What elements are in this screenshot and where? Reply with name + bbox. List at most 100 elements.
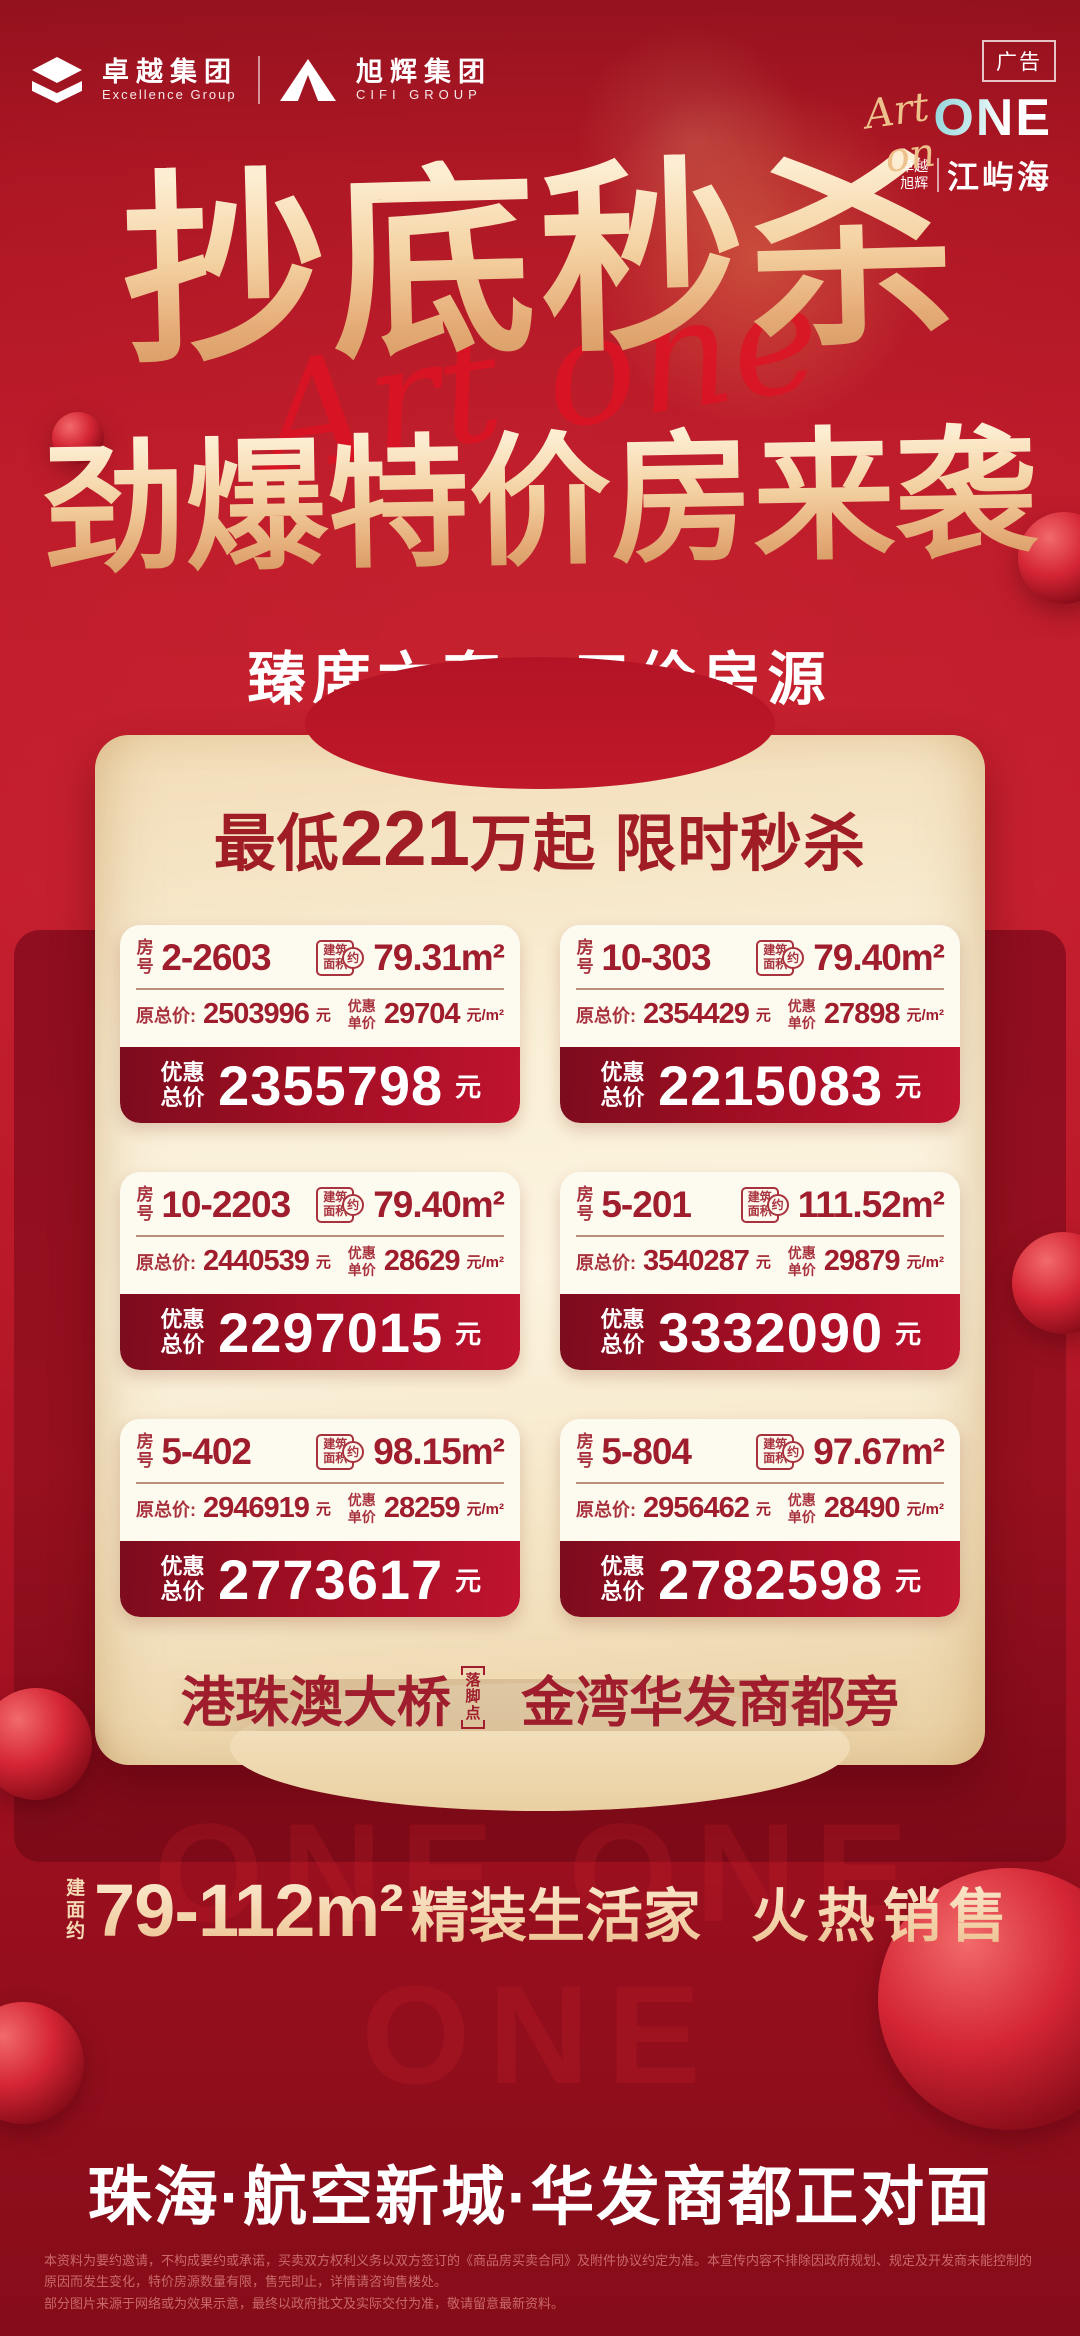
orig-price-value: 2503996: [203, 998, 310, 1030]
excellence-group-name: 卓越集团: [102, 56, 238, 87]
unit-price-label: 优惠单价: [347, 1245, 376, 1278]
promo-text-1: 精装生活家: [411, 1869, 701, 1953]
excellence-group-logo-text: 卓越集团 Excellence Group: [102, 56, 238, 103]
cifi-group-subtitle: CIFI GROUP: [356, 87, 482, 103]
room-label: 房号: [136, 1185, 154, 1223]
area-stamp-text: 建筑面积: [763, 943, 788, 971]
total-value: 2782598: [658, 1547, 884, 1611]
total-label: 优惠总价: [160, 1553, 205, 1604]
unit-price-value: 28259: [383, 1492, 461, 1524]
area-value: 79.40m²: [373, 1184, 505, 1225]
area-stamp-text: 建筑面积: [323, 1190, 348, 1218]
unit-price-label: 优惠单价: [787, 1492, 816, 1525]
area-stamp-icon: 建筑面积约: [756, 940, 805, 976]
area-stamp-icon: 建筑面积约: [316, 1434, 365, 1470]
brand-one-wordmark: ONE: [933, 89, 1052, 147]
total-label: 优惠总价: [160, 1059, 205, 1110]
area-stamp-icon: 建筑面积约: [316, 940, 365, 976]
promo-prefix: 建面约: [66, 1877, 86, 1943]
approx-circle-icon: 约: [342, 1441, 365, 1463]
unit-price-value: 28490: [823, 1492, 901, 1524]
discount-total-band: 优惠总价 2355798 元: [120, 1047, 520, 1123]
discount-total-band: 优惠总价 2773617 元: [120, 1541, 520, 1617]
room-label: 房号: [136, 1432, 154, 1470]
yuan-suffix: 元: [455, 1071, 482, 1102]
room-number: 10-303: [601, 937, 711, 978]
orig-price-value: 3540287: [643, 1245, 750, 1277]
room-number: 10-2203: [161, 1184, 291, 1225]
total-label: 优惠总价: [600, 1553, 645, 1604]
property-grid: 房号 2-2603 建筑面积约 79.31m² 原总价: 2503996 元 优惠单价 2…: [120, 925, 960, 1617]
orig-price-value: 2354429: [643, 998, 750, 1030]
location-line: 港珠澳大桥 落脚点 金湾华发商都旁: [95, 1658, 985, 1737]
property-box-2: 房号 10-303 建筑面积约 79.40m² 原总价: 2354429 元 优惠单价 2…: [560, 925, 960, 1123]
orig-price-label: 原总价:: [576, 1005, 636, 1026]
total-value: 2773617: [218, 1547, 444, 1611]
yuan-suffix: 元: [315, 1254, 331, 1271]
price-card: 最低221万起 限时秒杀 房号 2-2603 建筑面积约 79.31m² 原总价: 2…: [95, 657, 985, 1811]
unit-price-label: 优惠单价: [347, 1492, 376, 1525]
project-brand: Art on ONE 卓越旭辉 江屿海: [862, 84, 1052, 198]
unit-suffix: 元/m²: [466, 1501, 504, 1518]
yuan-suffix: 元: [315, 1501, 331, 1518]
excellence-group-subtitle: Excellence Group: [102, 87, 237, 103]
property-box-4: 房号 5-201 建筑面积约 111.52m² 原总价: 3540287 元 优惠单价 2…: [560, 1172, 960, 1370]
area-stamp-text: 建筑面积: [323, 1437, 348, 1465]
yuan-suffix: 元: [755, 1254, 771, 1271]
brand-project-name: 江屿海: [946, 159, 1052, 195]
orig-price-value: 2946919: [203, 1492, 310, 1524]
location-bracket-text: 落脚点: [465, 1671, 481, 1722]
disclaimer-line-2: 部分图片来源于网络或为效果示意，最终以政府批文及实际交付为准，敬请留意最新资料。: [44, 2295, 565, 2311]
area-stamp-icon: 建筑面积约: [316, 1187, 365, 1223]
property-box-6: 房号 5-804 建筑面积约 97.67m² 原总价: 2956462 元 优惠单价 28…: [560, 1419, 960, 1617]
room-number: 5-804: [601, 1431, 692, 1472]
brand-developers: 卓越旭辉: [900, 157, 929, 192]
discount-total-band: 优惠总价 2782598 元: [560, 1541, 960, 1617]
property-box-3: 房号 10-2203 建筑面积约 79.40m² 原总价: 2440539 元 优惠单价…: [120, 1172, 520, 1370]
yuan-suffix: 元: [895, 1565, 922, 1596]
approx-circle-icon: 约: [342, 947, 365, 969]
disclaimer-line-1: 本资料为要约邀请，不构成要约或承诺，买卖双方权利义务以双方签订的《商品房买卖合同…: [44, 2253, 1033, 2290]
approx-circle-icon: 约: [342, 1194, 365, 1216]
total-value: 2355798: [218, 1053, 444, 1117]
room-label: 房号: [576, 938, 594, 976]
total-value: 2297015: [218, 1300, 444, 1364]
unit-suffix: 元/m²: [466, 1254, 504, 1271]
discount-total-band: 优惠总价 3332090 元: [560, 1294, 960, 1370]
property-box-5: 房号 5-402 建筑面积约 98.15m² 原总价: 2946919 元 优惠单价 28…: [120, 1419, 520, 1617]
yuan-suffix: 元: [895, 1071, 922, 1102]
yuan-suffix: 元: [455, 1565, 482, 1596]
total-value: 3332090: [658, 1300, 884, 1364]
logo-divider: [258, 56, 260, 104]
location-bracket-note: 落脚点: [460, 1665, 486, 1730]
area-value: 111.52m²: [797, 1184, 945, 1225]
total-label: 优惠总价: [160, 1306, 205, 1357]
title-line-2: 劲爆特价房来袭: [0, 414, 1080, 590]
unit-suffix: 元/m²: [466, 1007, 504, 1024]
yuan-suffix: 元: [455, 1318, 482, 1349]
discount-total-band: 优惠总价 2297015 元: [120, 1294, 520, 1370]
unit-price-label: 优惠单价: [787, 1245, 816, 1278]
yuan-suffix: 元: [315, 1007, 331, 1024]
total-value: 2215083: [658, 1053, 884, 1117]
area-stamp-text: 建筑面积: [747, 1190, 772, 1218]
disclaimer: 本资料为要约邀请，不构成要约或承诺，买卖双方权利义务以双方签订的《商品房买卖合同…: [44, 2250, 1036, 2314]
approx-circle-icon: 约: [782, 947, 805, 969]
yuan-suffix: 元: [755, 1007, 771, 1024]
divider: [576, 988, 944, 990]
unit-price-label: 优惠单价: [787, 998, 816, 1031]
area-value: 97.67m²: [813, 1431, 945, 1472]
excellence-group-logo-icon: [32, 57, 82, 103]
cifi-group-logo-text: 旭辉集团 CIFI GROUP: [356, 57, 492, 103]
unit-price-label: 优惠单价: [347, 998, 376, 1031]
area-stamp-icon: 建筑面积约: [756, 1434, 805, 1470]
balloon-decor: [0, 1688, 92, 1800]
cifi-group-logo-icon: [280, 59, 336, 101]
balloon-decor: [52, 412, 104, 464]
headline-suffix: 万起 限时秒杀: [469, 810, 867, 879]
address-line: 珠海·航空新城·华发商都正对面: [87, 2161, 993, 2233]
unit-suffix: 元/m²: [906, 1007, 944, 1024]
promo-line: 建面约 79-112m² 精装生活家 火热销售: [0, 1868, 1080, 1953]
orig-price-value: 2956462: [643, 1492, 750, 1524]
location-part-2: 金湾华发商都旁: [521, 1673, 900, 1733]
